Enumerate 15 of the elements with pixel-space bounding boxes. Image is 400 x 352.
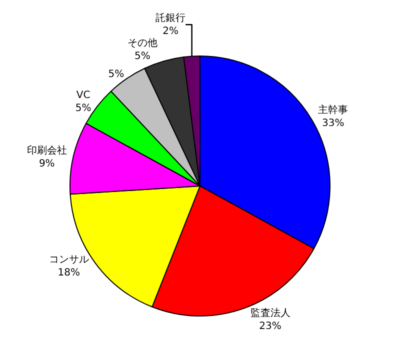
slice-label: コンサル: [48, 254, 89, 266]
data-label: 23%: [259, 320, 282, 332]
data-label: 5%: [134, 51, 150, 62]
data-label: 9%: [38, 158, 55, 170]
data-label: 5%: [108, 69, 124, 80]
data-label: 2%: [162, 26, 179, 38]
data-label: 5%: [75, 102, 92, 114]
slice-label: VC: [76, 90, 90, 101]
slice-label: 託銀行: [156, 12, 186, 24]
slice-label: 印刷会社: [26, 144, 67, 157]
slice-label: 監査法人: [250, 306, 290, 319]
slice-label: その他: [127, 37, 158, 50]
data-label: 18%: [58, 268, 80, 279]
data-label: 33%: [322, 118, 344, 130]
slice-label: 主幹事: [318, 104, 348, 116]
